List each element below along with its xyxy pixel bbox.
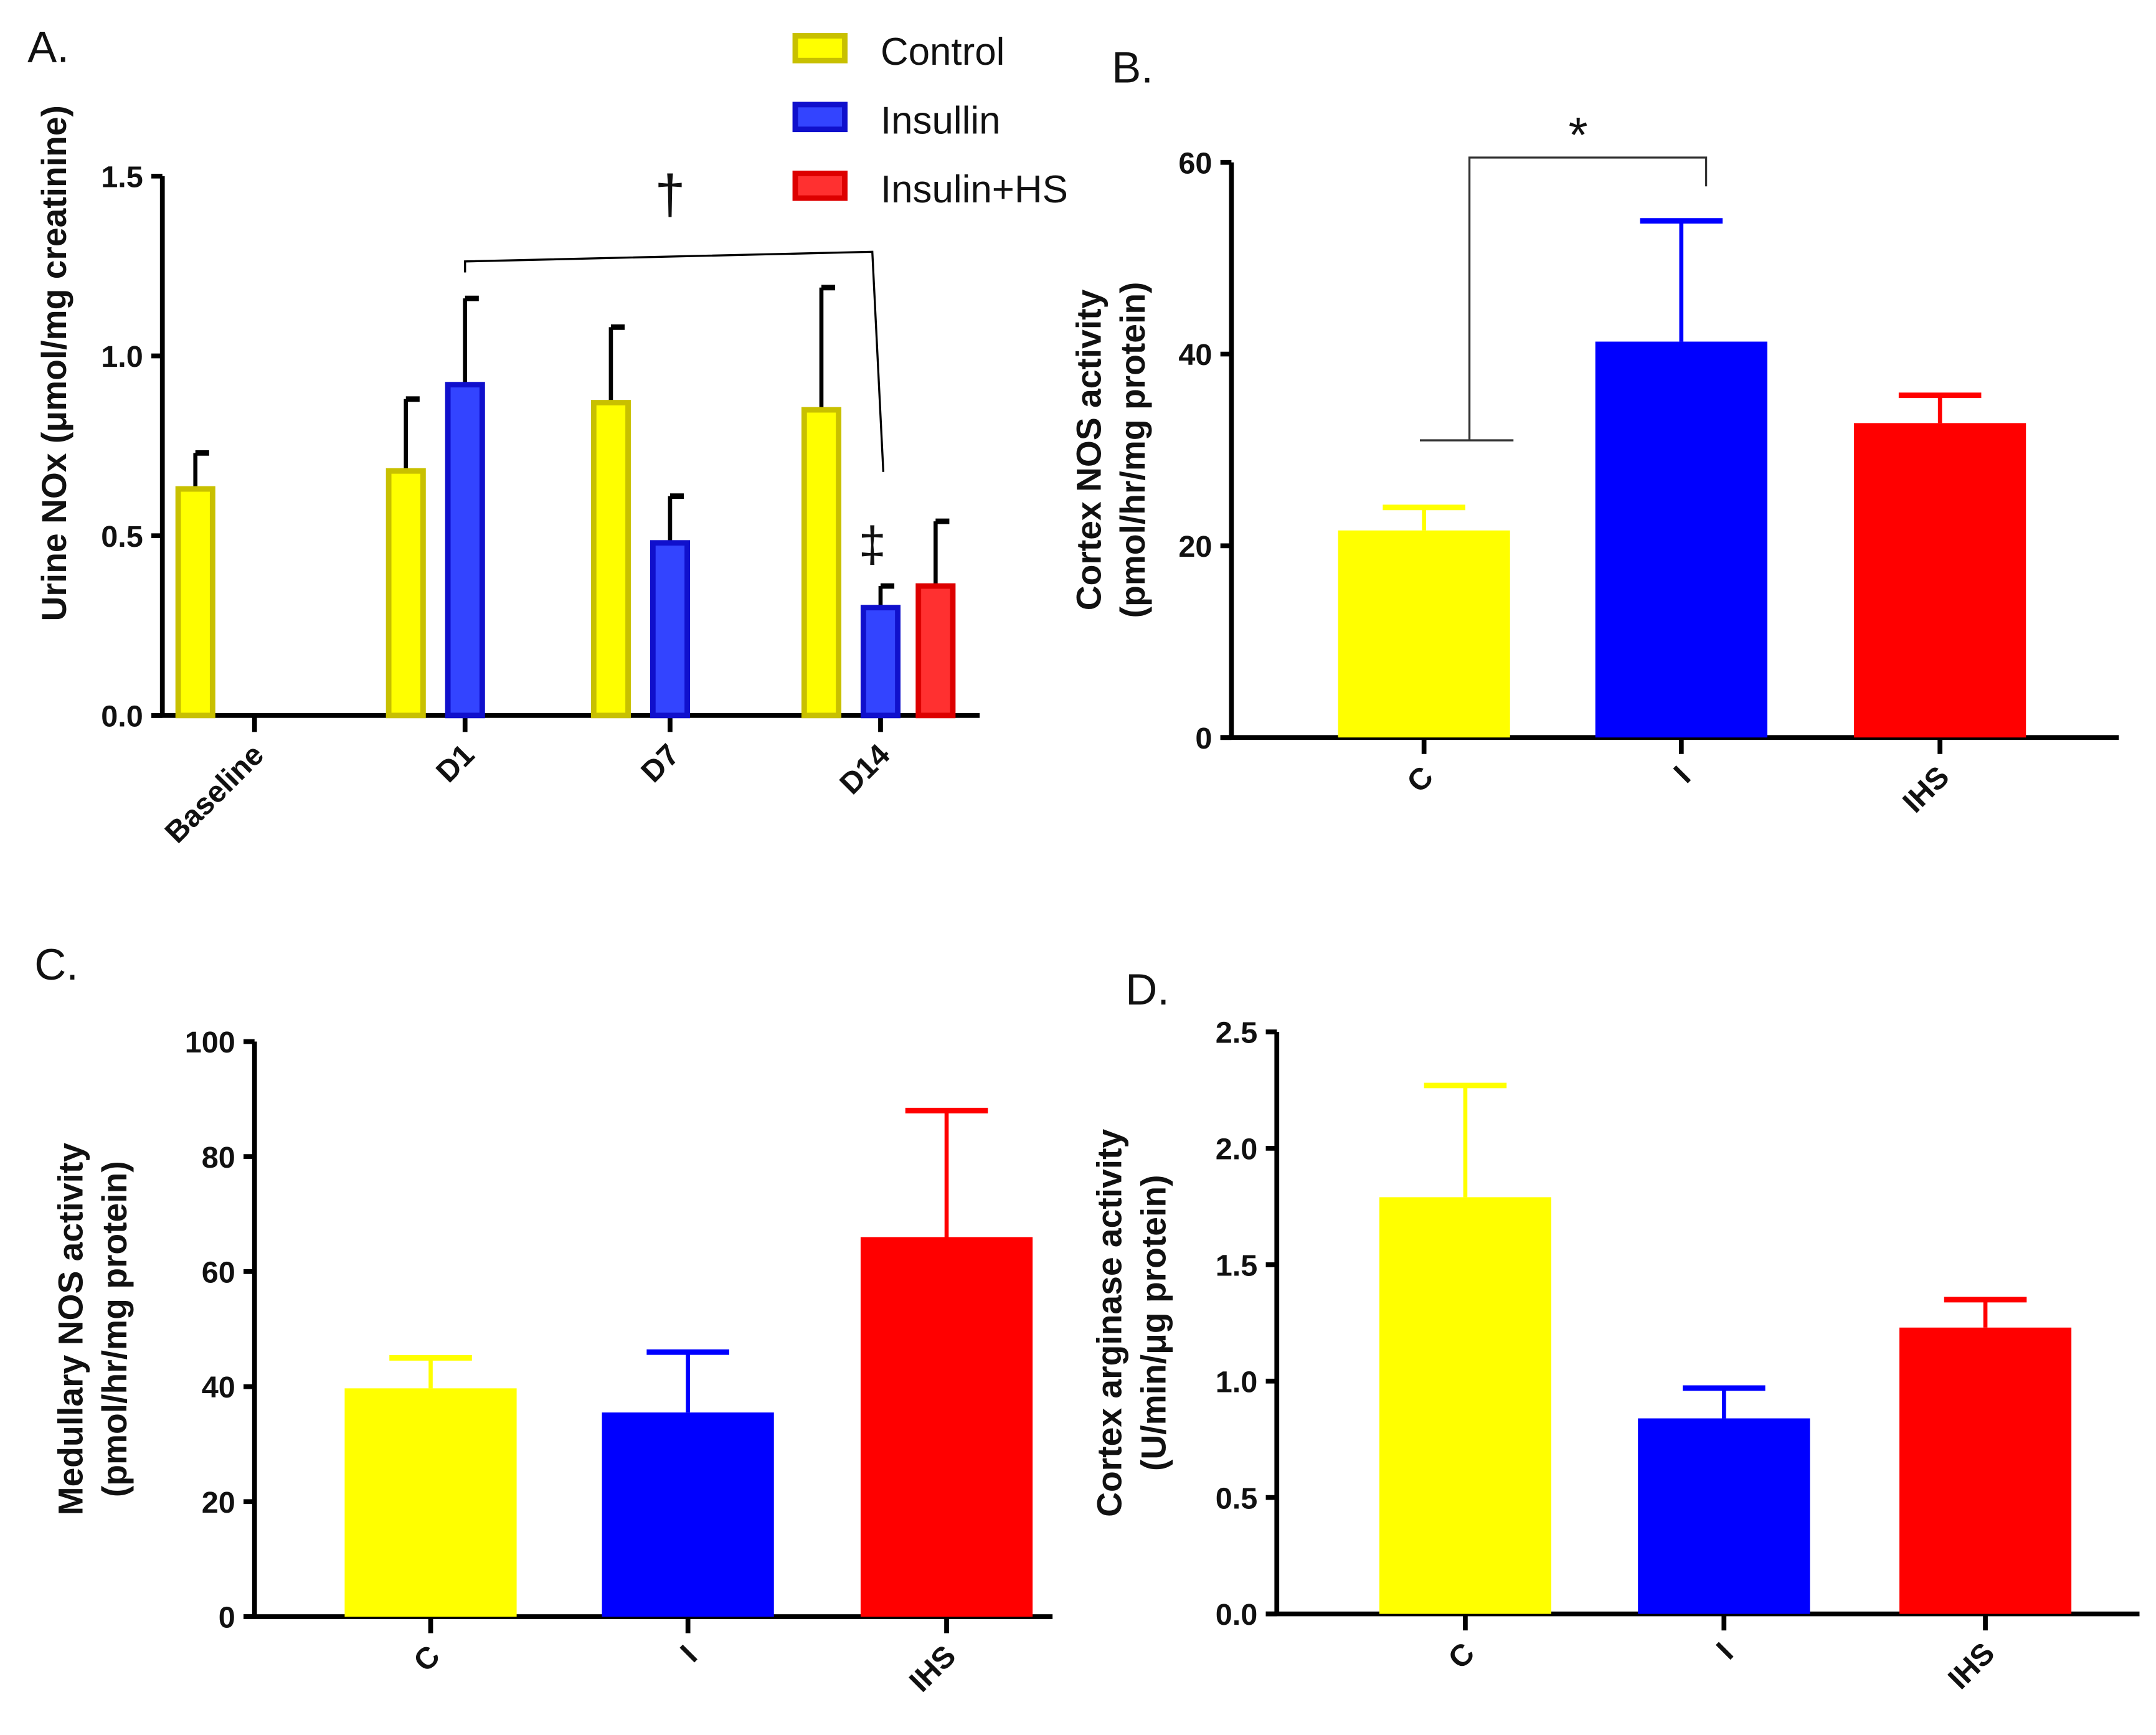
x-tick-label: IHS: [903, 1639, 962, 1698]
bar-i: [1638, 1418, 1810, 1614]
x-tick-label: I: [674, 1639, 704, 1669]
bar-control: [590, 400, 631, 719]
bar-i: [1595, 341, 1767, 738]
significance-star: *: [1569, 107, 1588, 163]
y-axis-label: (pmol/hr/mg protein): [1113, 282, 1152, 618]
legend-swatch: [792, 102, 848, 133]
y-tick-label: 0.5: [101, 520, 143, 554]
y-tick-label: 0.5: [1216, 1482, 1258, 1515]
panel-label: B.: [1112, 43, 1153, 92]
bar-ihs: [860, 1237, 1033, 1617]
y-axis-label: Cortex arginase activity: [1090, 1128, 1129, 1516]
bar-c: [344, 1388, 517, 1617]
x-tick-label: IHS: [1896, 760, 1955, 819]
y-tick-label: 1.5: [101, 160, 143, 194]
y-tick-label: 20: [1178, 530, 1212, 564]
y-tick-label: 60: [1178, 146, 1212, 180]
y-tick-label: 0.0: [101, 700, 143, 734]
x-tick-label: D14: [833, 738, 896, 801]
panel-label: A.: [27, 22, 69, 71]
bar-c: [1379, 1197, 1552, 1614]
y-tick-label: 0: [1195, 722, 1212, 755]
bar-insullin: [650, 540, 690, 719]
significance-bracket: [464, 250, 885, 472]
x-tick-label: C: [1401, 760, 1440, 799]
bar-i: [602, 1412, 774, 1617]
bar-control: [801, 407, 841, 719]
bar-insulinhs: [915, 583, 956, 719]
bar-c: [1338, 530, 1510, 738]
bar-control: [385, 468, 426, 719]
x-tick-label: D1: [430, 738, 481, 789]
double-dagger-annotation: ‡: [859, 516, 886, 572]
y-axis-label: (U/min/μg protein): [1134, 1175, 1173, 1471]
panel-label: D.: [1125, 965, 1170, 1014]
y-tick-label: 0.0: [1216, 1598, 1258, 1632]
x-tick-label: Baseline: [159, 738, 271, 850]
x-tick-label: C: [1442, 1636, 1481, 1675]
y-tick-label: 1.0: [1216, 1365, 1258, 1399]
y-tick-label: 40: [202, 1371, 235, 1404]
legend-label: Insullin: [881, 99, 1001, 142]
y-tick-label: 2.0: [1216, 1133, 1258, 1166]
bar-insullin: [860, 605, 901, 719]
bar-ihs: [1854, 423, 2026, 738]
legend-swatch: [792, 170, 848, 201]
bar-control: [175, 486, 215, 719]
y-axis-label: Medullary NOS activity: [52, 1143, 90, 1516]
x-tick-label: C: [407, 1639, 447, 1678]
y-tick-label: 2.5: [1216, 1016, 1258, 1050]
x-tick-label: I: [1667, 760, 1697, 790]
y-axis-label: (pmol/hr/mg protein): [95, 1161, 134, 1497]
bar-insullin: [445, 382, 485, 719]
x-tick-label: IHS: [1942, 1636, 2001, 1695]
legend-swatch: [792, 33, 848, 64]
y-tick-label: 60: [202, 1256, 235, 1290]
x-tick-label: D7: [635, 738, 686, 789]
y-tick-label: 100: [185, 1026, 235, 1059]
significance-bracket: [1468, 156, 1708, 441]
y-tick-label: 0: [219, 1601, 235, 1635]
legend-label: Insulin+HS: [881, 168, 1068, 211]
bar-ihs: [1899, 1327, 2072, 1614]
y-tick-label: 20: [202, 1486, 235, 1520]
y-axis-label: Cortex NOS activity: [1069, 289, 1108, 610]
y-tick-label: 40: [1178, 338, 1212, 372]
y-tick-label: 1.0: [101, 340, 143, 374]
y-axis-label: Urine NOx (μmol/mg creatinine): [35, 105, 73, 621]
x-tick-label: I: [1710, 1636, 1740, 1666]
y-tick-label: 1.5: [1216, 1249, 1258, 1283]
legend-label: Control: [881, 31, 1005, 73]
y-tick-label: 80: [202, 1141, 235, 1175]
dagger-annotation: †: [655, 163, 685, 225]
panel-label: C.: [34, 940, 78, 989]
